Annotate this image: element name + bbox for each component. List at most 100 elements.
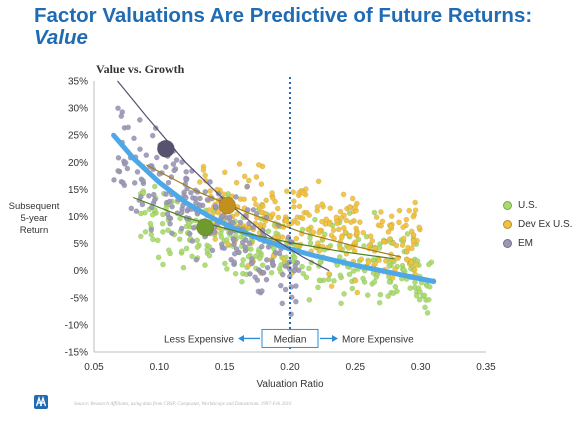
data-point-dev [269, 211, 276, 217]
data-point-us [180, 264, 187, 271]
data-point-em [128, 205, 135, 212]
data-point-dev [245, 177, 252, 184]
legend-label-us: U.S. [518, 200, 538, 211]
y-tick-label: 0% [74, 266, 89, 277]
data-point-em [169, 230, 175, 236]
fit-line-us [132, 196, 395, 260]
data-point-dev [380, 238, 387, 245]
data-point-dev [310, 229, 317, 236]
data-point-em [273, 249, 279, 256]
data-point-us [159, 220, 166, 227]
data-point-dev [412, 207, 419, 213]
data-point-em [212, 203, 219, 209]
data-point-us [268, 269, 275, 276]
data-point-em [162, 164, 169, 170]
data-point-dev [290, 198, 297, 204]
data-point-us [138, 210, 144, 217]
data-point-us [176, 236, 183, 242]
data-point-em [209, 247, 216, 254]
data-point-dev [378, 209, 384, 215]
data-point-dev [349, 195, 356, 202]
data-point-us [239, 261, 245, 268]
x-tick-label: 0.15 [215, 362, 235, 373]
data-point-dev [389, 275, 396, 281]
data-point-us [315, 284, 321, 291]
data-point-em [163, 191, 169, 197]
data-point-dev [305, 226, 311, 233]
data-point-dev [337, 208, 344, 215]
data-point-dev [411, 266, 418, 273]
data-point-us [160, 211, 166, 218]
data-point-dev [372, 260, 379, 267]
y-tick-label: -5% [70, 293, 88, 304]
data-point-em [143, 152, 150, 158]
data-point-em [131, 180, 138, 186]
data-point-us [303, 274, 310, 281]
data-point-dev [241, 196, 247, 202]
data-point-dev [379, 218, 386, 225]
data-point-us [306, 296, 313, 303]
data-point-dev [328, 283, 335, 290]
data-point-dev [275, 214, 282, 221]
data-point-em [249, 256, 255, 262]
data-point-em [139, 201, 146, 208]
data-point-dev [280, 255, 287, 262]
chart-legend: U.S. Dev Ex U.S. EM [503, 196, 572, 253]
data-point-dev [288, 220, 295, 226]
data-point-em [221, 245, 228, 251]
data-point-us [160, 261, 166, 268]
y-tick-label: 20% [68, 158, 88, 169]
data-point-em [277, 282, 284, 289]
data-point-dev [373, 214, 380, 220]
median-label: Median [274, 334, 307, 345]
data-point-em [189, 238, 196, 244]
legend-swatch-us [503, 201, 512, 210]
y-tick-label: 35% [68, 77, 88, 88]
y-tick-label: -15% [65, 348, 88, 359]
data-point-us [179, 248, 185, 254]
data-point-em [242, 244, 248, 250]
right-arrow-head [332, 334, 338, 342]
data-point-us [150, 236, 156, 243]
brand-logo-icon [34, 395, 48, 409]
data-point-us [346, 271, 353, 278]
data-point-dev [410, 232, 417, 238]
data-point-em [293, 283, 299, 289]
data-point-us [165, 247, 172, 253]
data-point-us [151, 183, 158, 190]
data-point-dev [274, 205, 281, 212]
legend-item-dev: Dev Ex U.S. [503, 215, 572, 234]
data-point-dev [357, 219, 363, 225]
data-point-em [115, 168, 121, 174]
data-point-em [173, 157, 180, 163]
data-point-dev [410, 237, 417, 244]
data-point-us [259, 262, 266, 268]
data-point-dev [326, 271, 332, 277]
y-tick-label: 15% [68, 185, 88, 196]
data-point-us [160, 229, 166, 235]
data-point-dev [347, 232, 353, 239]
series-average-point-dev [218, 196, 237, 215]
data-point-dev [396, 207, 403, 214]
data-point-dev [299, 215, 306, 222]
data-point-dev [388, 213, 395, 219]
data-point-em [244, 183, 251, 190]
data-point-dev [369, 237, 376, 244]
data-point-us [386, 279, 393, 285]
data-point-em [233, 194, 239, 200]
data-point-em [246, 240, 253, 246]
data-point-dev [403, 216, 410, 223]
data-point-us [256, 255, 263, 262]
data-point-us [331, 277, 337, 284]
data-point-dev [315, 178, 322, 185]
data-point-dev [348, 219, 354, 225]
data-point-us [421, 292, 428, 299]
data-point-dev [290, 189, 297, 195]
data-point-dev [352, 239, 358, 246]
data-point-dev [367, 233, 374, 239]
legend-swatch-dev [503, 220, 512, 229]
data-point-dev [416, 224, 423, 231]
data-point-em [186, 230, 193, 237]
data-point-dev [263, 197, 270, 204]
data-point-dev [352, 204, 358, 210]
